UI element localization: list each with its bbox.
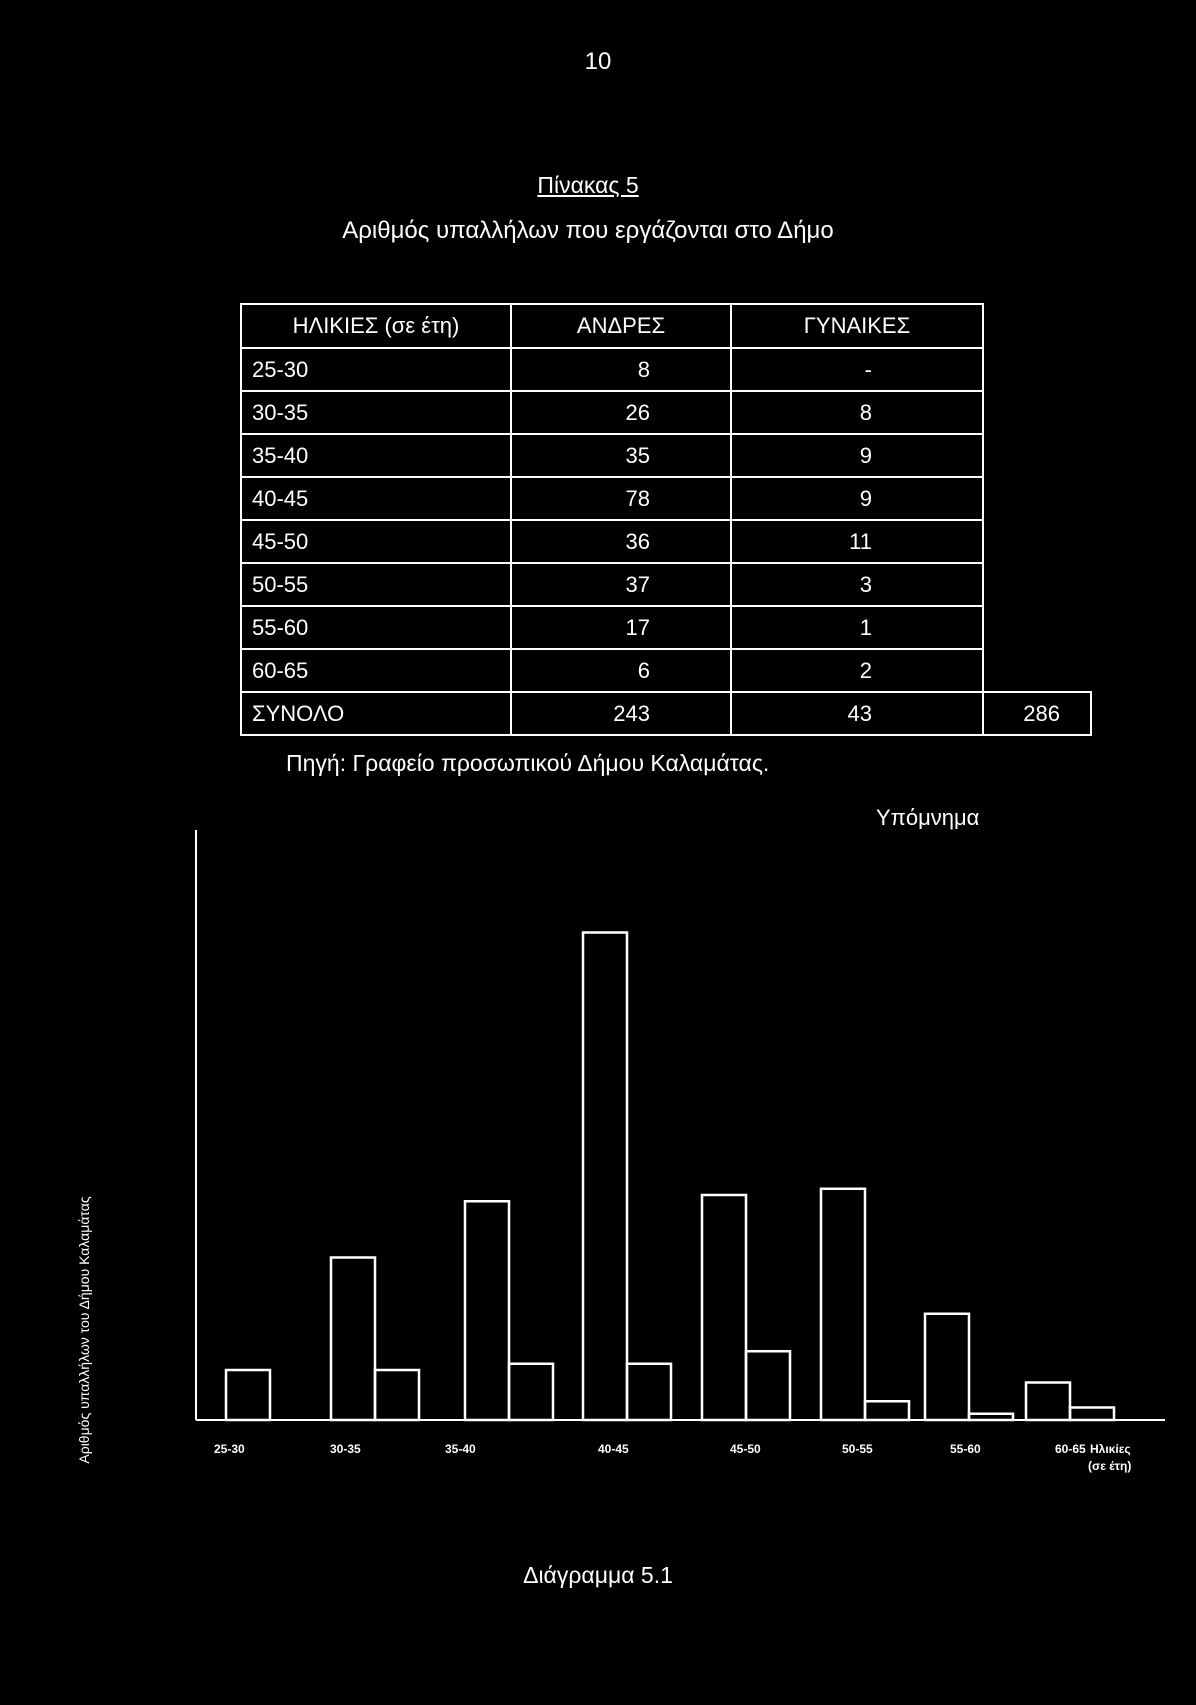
men-cell: 26 <box>510 390 732 435</box>
men-cell: 17 <box>510 605 732 650</box>
bar-35-40-s1 <box>463 1200 511 1422</box>
age-cell: 55-60 <box>240 605 512 650</box>
page-number: 10 <box>584 48 612 75</box>
bar-55-60-s2 <box>967 1412 1015 1422</box>
table-row: 55-60 17 1 <box>240 605 1091 650</box>
age-cell: 60-65 <box>240 648 512 693</box>
x-tick-label: 60-65 <box>1055 1442 1086 1456</box>
men-cell: 35 <box>510 433 732 478</box>
bar-60-65-s1 <box>1024 1381 1072 1422</box>
x-tick-label: 55-60 <box>950 1442 981 1456</box>
x-tick-label: 50-55 <box>842 1442 873 1456</box>
bar-45-50-s2 <box>744 1350 792 1422</box>
women-cell: 8 <box>730 390 984 435</box>
women-cell: 1 <box>730 605 984 650</box>
men-cell: 36 <box>510 519 732 564</box>
blank-cell <box>983 606 1091 649</box>
women-cell: - <box>730 347 984 392</box>
table-row: 25-30 8- <box>240 347 1091 392</box>
blank-cell <box>983 477 1091 520</box>
table-row: 40-45 78 9 <box>240 476 1091 521</box>
x-axis-unit: (σε έτη) <box>1088 1459 1131 1473</box>
table-row: 30-35 26 8 <box>240 390 1091 435</box>
men-cell: 78 <box>510 476 732 521</box>
table-source: Πηγή: Γραφείο προσωπικού Δήμου Καλαμάτας… <box>286 750 770 776</box>
x-tick-label: 40-45 <box>598 1442 629 1456</box>
table-row: 35-40 35 9 <box>240 433 1091 478</box>
table-title: Αριθμός υπαλλήλων που εργάζονται στο Δήμ… <box>342 217 834 244</box>
x-tick-label: 30-35 <box>330 1442 361 1456</box>
age-cell: 50-55 <box>240 562 512 607</box>
chart-y-label: Αριθμός υπαλλήλων του Δήμου Καλαμάτας <box>76 1196 92 1464</box>
total-all: 286 <box>982 691 1092 736</box>
age-cell: 25-30 <box>240 347 512 392</box>
x-axis-label: Ηλικίες <box>1090 1442 1131 1456</box>
table-row: 50-55 37 3 <box>240 562 1091 607</box>
women-cell: 9 <box>730 433 984 478</box>
bar-30-35-s1 <box>329 1256 377 1422</box>
chart-caption: Διάγραμμα 5.1 <box>523 1562 673 1588</box>
table-header-row: ΗΛΙΚΙΕΣ (σε έτη) ΑΝΔΡΕΣ ΓΥΝΑΙΚΕΣ <box>240 303 1091 349</box>
blank-cell <box>983 520 1091 563</box>
bar-40-45-s1 <box>581 931 629 1422</box>
total-label: ΣΥΝΟΛΟ <box>240 691 512 736</box>
total-women: 43 <box>730 691 984 736</box>
women-cell: 3 <box>730 562 984 607</box>
women-cell: 2 <box>730 648 984 693</box>
legend-title: Υπόμνημα <box>876 805 980 830</box>
men-cell: 6 <box>510 648 732 693</box>
age-distribution-chart: 25-30 30-35 35-40 40-45 45-50 50-55 55-60 60-65… <box>195 830 1165 1473</box>
x-tick-label: 45-50 <box>730 1442 761 1456</box>
age-cell: 45-50 <box>240 519 512 564</box>
bar-30-35-s2 <box>373 1368 421 1422</box>
blank-cell <box>983 348 1091 391</box>
blank-cell <box>983 434 1091 477</box>
bar-40-45-s2 <box>625 1362 673 1422</box>
header-women: ΓΥΝΑΙΚΕΣ <box>730 303 984 349</box>
x-tick-label: 25-30 <box>214 1442 245 1456</box>
women-cell: 11 <box>730 519 984 564</box>
header-men: ΑΝΔΡΕΣ <box>510 303 732 349</box>
table-label: Πίνακας 5 <box>537 172 639 198</box>
bar-35-40-s2 <box>507 1362 555 1422</box>
age-cell: 35-40 <box>240 433 512 478</box>
blank-cell <box>983 649 1091 692</box>
table-row: 45-50 36 11 <box>240 519 1091 564</box>
bar-50-55-s2 <box>863 1400 911 1422</box>
blank-cell <box>983 563 1091 606</box>
header-blank <box>983 304 1091 348</box>
bar-60-65-s2 <box>1068 1406 1116 1422</box>
table-total-row: ΣΥΝΟΛΟ 243 43 286 <box>240 691 1092 736</box>
men-cell: 37 <box>510 562 732 607</box>
x-tick-label: 35-40 <box>445 1442 476 1456</box>
total-men: 243 <box>510 691 732 736</box>
bar-25-30-s1 <box>224 1368 272 1422</box>
bar-45-50-s1 <box>700 1193 748 1422</box>
header-ages: ΗΛΙΚΙΕΣ (σε έτη) <box>240 303 512 349</box>
age-cell: 30-35 <box>240 390 512 435</box>
women-cell: 9 <box>730 476 984 521</box>
blank-cell <box>983 391 1091 434</box>
table-row: 60-65 6 2 <box>240 648 1091 693</box>
employees-table: ΗΛΙΚΙΕΣ (σε έτη) ΑΝΔΡΕΣ ΓΥΝΑΙΚΕΣ 25-30 8-… <box>240 303 1092 736</box>
bar-55-60-s1 <box>923 1312 971 1422</box>
bar-50-55-s1 <box>819 1187 867 1422</box>
men-cell: 8 <box>510 347 732 392</box>
age-cell: 40-45 <box>240 476 512 521</box>
